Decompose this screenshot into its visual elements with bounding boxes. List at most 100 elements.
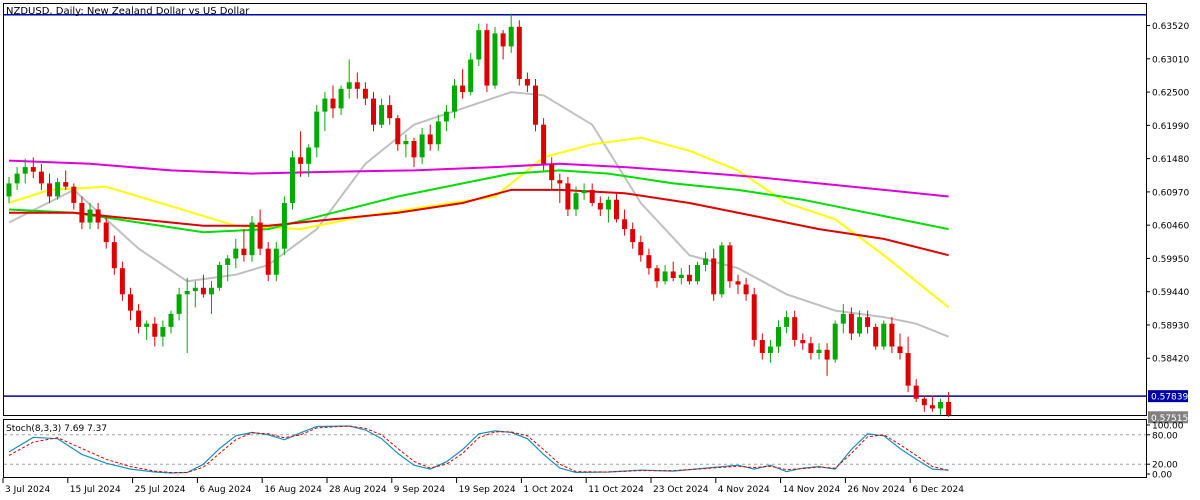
price-tick-label: 0.58420: [1152, 355, 1189, 365]
candle: [516, 20, 522, 86]
candle-body: [889, 323, 895, 347]
candle-body: [711, 258, 717, 295]
horizontal-lines: [4, 13, 1146, 397]
candle-body: [257, 222, 263, 249]
candle: [249, 216, 255, 262]
candle-body: [362, 88, 368, 99]
candle: [22, 158, 28, 184]
stochastic-signal-line: [8, 425, 949, 473]
candle: [703, 251, 709, 272]
time-tick-label: 11 Oct 2024: [588, 485, 644, 495]
line-price-tag: [1148, 390, 1188, 403]
candle: [670, 261, 676, 282]
candle: [776, 320, 781, 354]
time-tick-label: 6 Dec 2024: [912, 485, 964, 495]
candle-body: [47, 183, 52, 197]
stochastic-tick-label: 100.00: [1152, 422, 1184, 432]
candle-body: [136, 310, 142, 327]
candle-body: [516, 26, 522, 80]
candle-body: [670, 271, 676, 278]
time-tick-label: 28 Aug 2024: [329, 485, 387, 495]
candle-body: [597, 202, 603, 210]
candle: [200, 274, 206, 298]
candles: [6, 13, 952, 417]
candle-body: [63, 182, 69, 187]
candle-body: [492, 33, 498, 86]
candle-body: [938, 401, 943, 409]
candle: [492, 26, 498, 89]
price-tick-label: 0.62500: [1152, 89, 1189, 99]
candle-body: [832, 323, 838, 360]
candle-body: [719, 245, 725, 295]
candle-body: [727, 245, 733, 282]
candle-body: [443, 111, 449, 122]
candle: [411, 137, 417, 168]
candle: [419, 127, 425, 164]
candle-body: [265, 248, 271, 275]
candle-body: [589, 189, 595, 203]
candle-body: [808, 343, 814, 354]
candle: [362, 82, 368, 106]
candle: [533, 79, 538, 132]
candle: [500, 30, 506, 60]
candle: [735, 274, 741, 295]
candle: [857, 310, 862, 337]
candle-body: [946, 401, 952, 415]
price-tick-label: 0.59950: [1152, 255, 1189, 265]
candle-body: [176, 294, 182, 314]
time-tick-label: 14 Nov 2024: [783, 485, 841, 495]
candle-body: [209, 287, 214, 295]
candle-body: [614, 199, 619, 220]
candle-body: [192, 287, 198, 292]
candle: [387, 95, 393, 125]
candle: [678, 268, 684, 285]
candle: [638, 235, 644, 262]
candle-body: [411, 141, 417, 158]
price-tick-label: 0.60460: [1152, 222, 1189, 232]
candle: [824, 343, 830, 376]
candle: [427, 124, 433, 151]
price-tick-label: 0.61480: [1152, 155, 1189, 165]
candle-body: [217, 264, 223, 288]
candle: [719, 242, 725, 298]
candle: [257, 209, 263, 256]
candle: [306, 144, 312, 177]
candle: [176, 287, 182, 321]
candle-body: [460, 85, 466, 93]
candle-body: [881, 323, 887, 347]
candle-body: [298, 157, 304, 164]
price-tick-label: 0.60970: [1152, 188, 1189, 198]
price-tick-label: 0.58930: [1152, 321, 1189, 331]
candle: [476, 23, 482, 66]
candle-body: [281, 202, 287, 249]
price-tick-label: 0.61990: [1152, 122, 1189, 132]
candle: [128, 287, 133, 321]
candle: [589, 183, 595, 207]
candle-body: [500, 33, 506, 47]
candle: [622, 209, 628, 236]
candle-body: [427, 134, 433, 145]
current-price-label: 0.57515: [1151, 414, 1188, 424]
candle-body: [873, 326, 879, 347]
candle-body: [484, 30, 490, 86]
stochastic-tick-label: 0.00: [1152, 471, 1172, 481]
candle: [913, 379, 919, 402]
candle: [160, 320, 166, 347]
candle: [47, 173, 52, 203]
price-axis: 0.63520 0.63010 0.62500 0.61990 0.61480 0.609…: [1146, 22, 1189, 424]
candle-body: [622, 219, 628, 230]
candle: [881, 320, 887, 350]
candle-body: [338, 88, 344, 109]
time-tick-label: 23 Oct 2024: [653, 485, 709, 495]
candle-body: [913, 385, 919, 399]
candle: [581, 183, 587, 200]
candle-body: [168, 313, 174, 327]
candle: [217, 261, 223, 292]
candle-body: [751, 294, 757, 340]
candle-body: [119, 268, 125, 295]
candle-body: [767, 346, 773, 354]
candle-body: [435, 121, 441, 145]
candle-body: [929, 405, 935, 409]
